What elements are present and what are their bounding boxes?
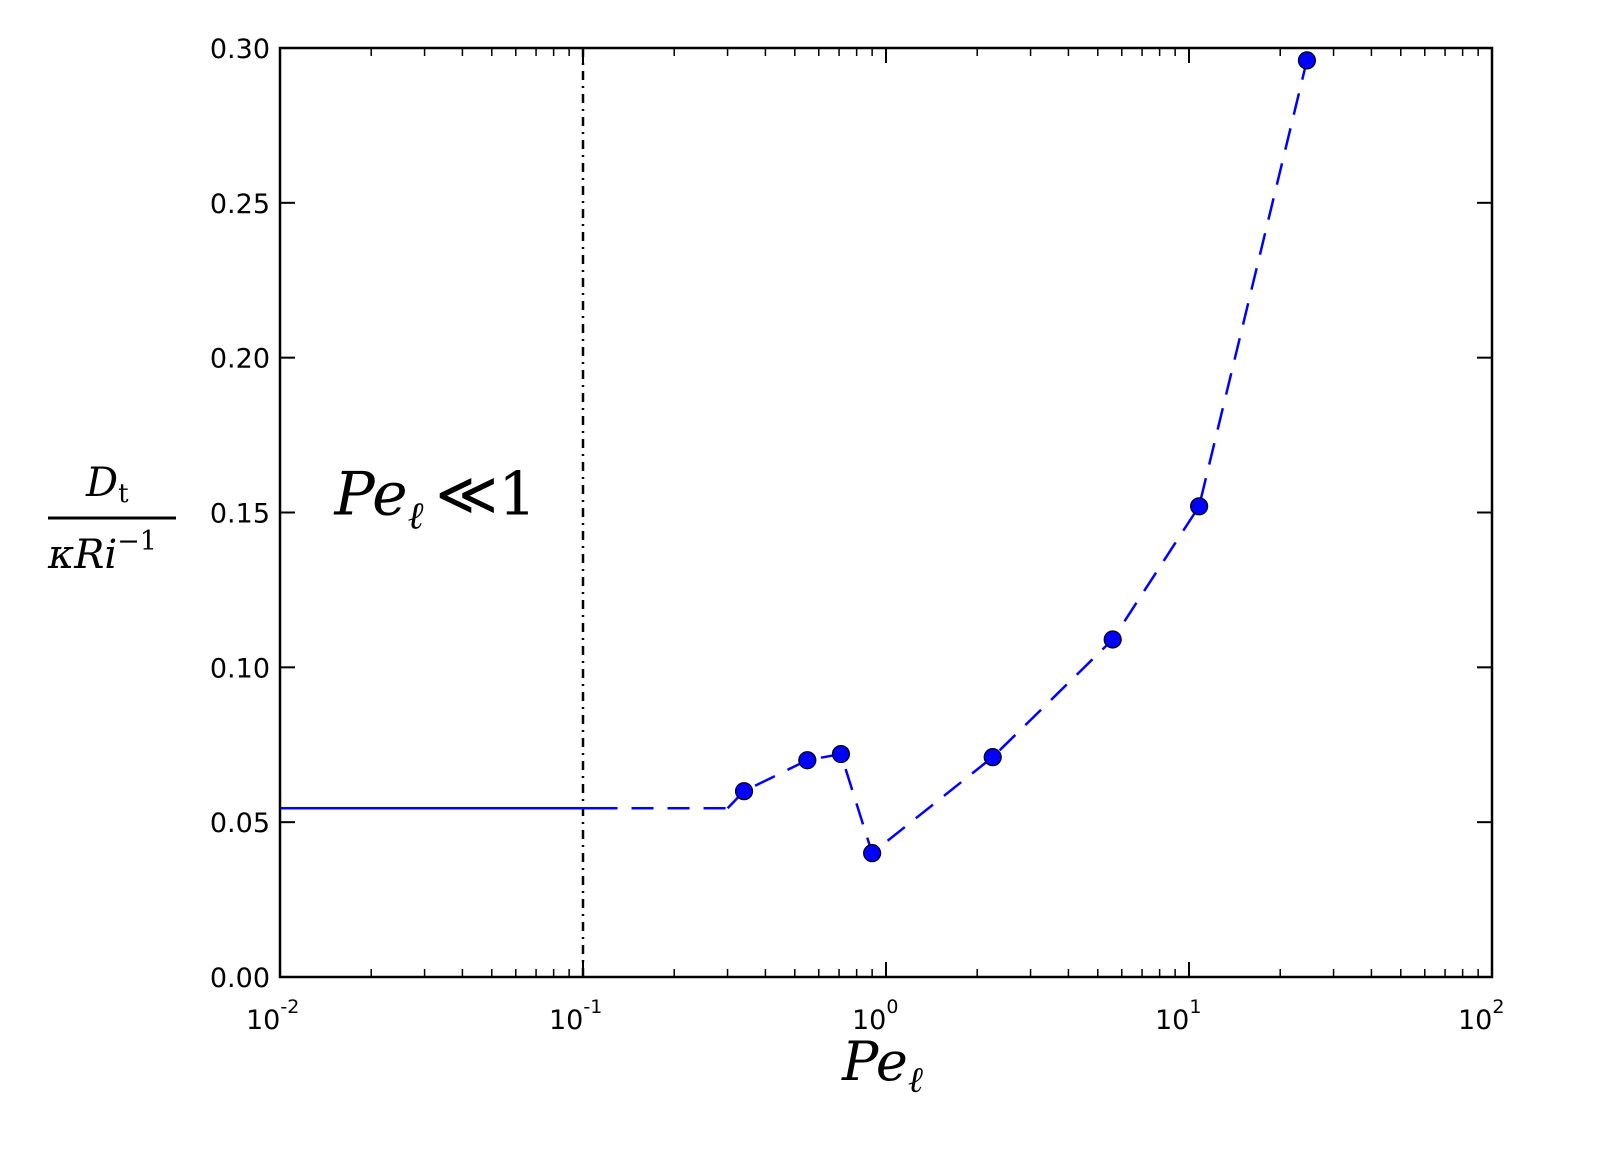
data-point <box>1297 51 1317 70</box>
y-tick-label: 0.15 <box>210 499 270 530</box>
x-tick-label: 100 <box>852 996 898 1036</box>
annotation-rest: ≪1 <box>435 460 536 530</box>
x-tick-label: 102 <box>1458 996 1504 1036</box>
svg-text:κRi−1: κRi−1 <box>47 526 157 578</box>
annotation-sub: ℓ <box>408 494 424 538</box>
x-tick-label-exponent: 1 <box>1189 996 1201 1018</box>
annotation-main: Pe <box>333 460 407 530</box>
y-tick-labels: 0.00 0.05 0.10 0.15 0.20 0.25 0.30 <box>210 34 270 994</box>
y-tick-label: 0.00 <box>210 963 270 994</box>
x-tick-label: 10-2 <box>246 996 299 1036</box>
plot-frame <box>278 46 1494 979</box>
x-axis-label-sub: ℓ <box>908 1060 923 1101</box>
x-axis-label-main: Pe <box>841 1030 908 1093</box>
data-point <box>831 744 851 764</box>
plot-area <box>280 48 1492 977</box>
x-tick-label-base: 10 <box>1458 1005 1492 1036</box>
x-tick-label-exponent: 2 <box>1492 996 1504 1018</box>
x-tick-label-base: 10 <box>246 1005 280 1036</box>
x-tick-labels: 10-2 10-1 100 101 102 <box>246 996 1504 1036</box>
y-axis-label-num-sub: t <box>118 479 129 509</box>
x-tick-label: 101 <box>1155 996 1201 1036</box>
x-tick-label: 10-1 <box>549 996 602 1036</box>
data-point <box>798 751 817 770</box>
y-axis-label: Dt κRi−1 <box>47 460 176 578</box>
x-tick-label-exponent: -1 <box>583 996 602 1018</box>
svg-text:Dt: Dt <box>85 460 129 509</box>
x-tick-label-exponent: 0 <box>886 996 898 1018</box>
x-tick-label-base: 10 <box>852 1005 886 1036</box>
data-point <box>1103 630 1122 649</box>
y-tick-label: 0.05 <box>210 808 270 839</box>
y-tick-label: 0.30 <box>210 34 270 65</box>
y-tick-label: 0.20 <box>210 344 270 375</box>
x-tick-label-exponent: -2 <box>280 996 299 1018</box>
minor-ticks <box>370 48 1479 977</box>
y-axis-label-den-main: κRi <box>47 532 117 578</box>
data-point <box>983 748 1002 767</box>
x-axis-label: Peℓ <box>841 1030 923 1101</box>
y-tick-label: 0.10 <box>210 653 270 684</box>
y-axis-label-num-main: D <box>85 460 118 506</box>
data-point <box>863 844 882 863</box>
regime-annotation: Peℓ ≪1 <box>333 460 536 538</box>
x-tick-label-base: 10 <box>549 1005 583 1036</box>
x-tick-label-base: 10 <box>1155 1005 1189 1036</box>
data-point <box>734 782 754 801</box>
data-points <box>734 51 1317 863</box>
y-axis-label-den-sup: −1 <box>117 526 157 557</box>
data-point <box>1190 497 1209 516</box>
y-tick-label: 0.25 <box>210 189 270 220</box>
